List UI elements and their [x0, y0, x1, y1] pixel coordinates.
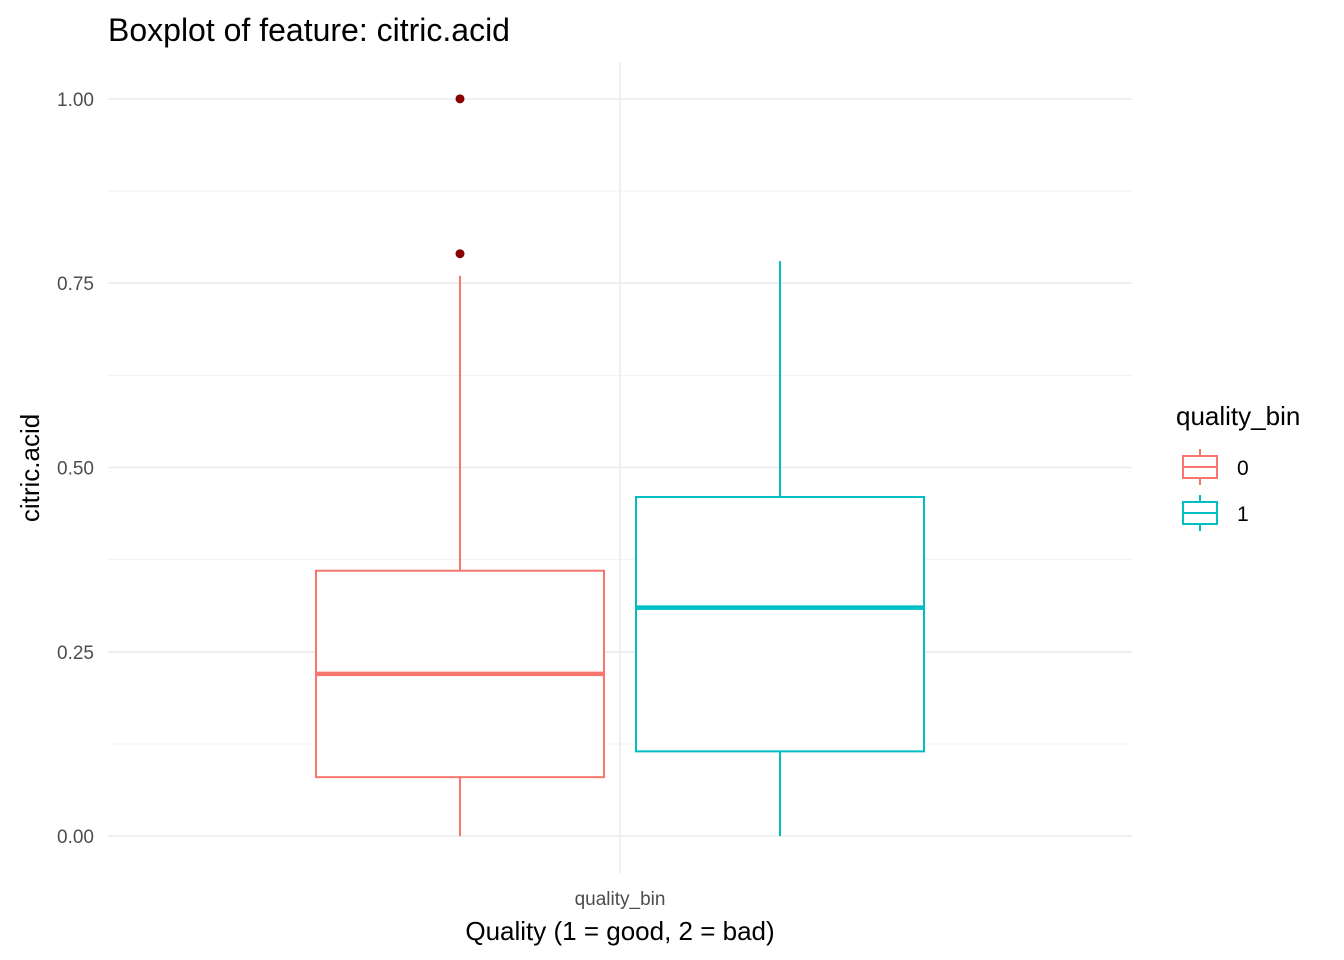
y-tick-label: 1.00	[57, 90, 94, 111]
outlier-point	[455, 94, 465, 104]
legend-title: quality_bin	[1176, 401, 1300, 431]
box-series-0	[315, 94, 605, 837]
x-axis-title: Quality (1 = good, 2 = bad)	[465, 916, 774, 946]
legend-entry-0: 0	[1182, 449, 1249, 485]
legend-label: 0	[1237, 457, 1249, 480]
y-tick-label: 0.50	[57, 459, 94, 480]
box-series-1	[635, 261, 925, 837]
legend-label: 1	[1237, 503, 1249, 526]
x-tick-label: quality_bin	[575, 889, 666, 910]
y-tick-label: 0.25	[57, 643, 94, 664]
grid-lines	[108, 62, 1132, 873]
chart-title: Boxplot of feature: citric.acid	[108, 12, 510, 48]
legend-entry-1: 1	[1182, 495, 1249, 531]
y-axis-ticks: 0.00 0.25 0.50 0.75 1.00	[57, 90, 94, 848]
box-iqr	[635, 495, 925, 753]
outlier-point	[455, 249, 465, 259]
legend: quality_bin 01	[1176, 401, 1300, 531]
y-tick-label: 0.75	[57, 274, 94, 295]
y-axis-title: citric.acid	[15, 414, 45, 522]
boxes	[315, 94, 925, 837]
y-tick-label: 0.00	[57, 827, 94, 848]
legend-entries: 01	[1182, 449, 1249, 531]
